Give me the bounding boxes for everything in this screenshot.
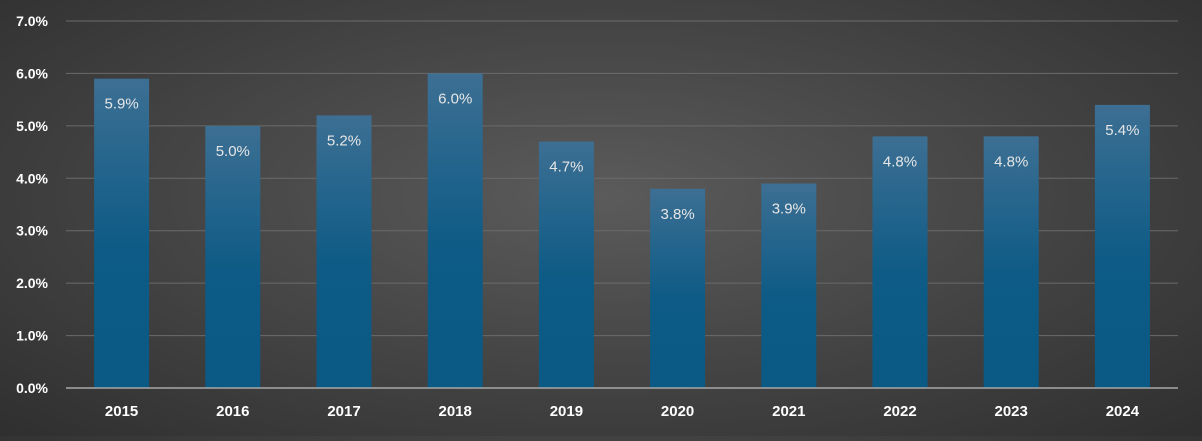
x-tick-label: 2022 [883,403,916,420]
data-label: 5.2% [327,132,361,149]
data-label: 5.0% [216,143,250,160]
x-tick-label: 2020 [661,403,694,420]
bar-2015 [94,78,150,389]
x-tick-label: 2024 [1106,403,1140,420]
bar-2019 [538,141,594,388]
bars [94,73,1150,389]
x-tick-label: 2017 [327,403,360,420]
y-axis-tick-labels: 0.0% 1.0% 2.0% 3.0% 4.0% 5.0% 6.0% 7.0% [16,13,48,396]
bar-2016 [205,125,261,388]
bar-2020 [650,188,706,388]
data-labels: 5.9% 5.0% 5.2% 6.0% 4.7% 3.8% 3.9% 4.8% 4.8% 5.4% [104,90,1139,222]
y-tick-label: 7.0% [16,13,48,29]
bar-2021 [761,183,817,388]
x-axis-tick-labels: 2015 2016 2017 2018 2019 2020 2021 2022 2023 2024 [105,403,1140,420]
x-tick-label: 2018 [439,403,472,420]
data-label: 4.8% [994,153,1028,170]
y-tick-label: 4.0% [16,170,48,186]
bar-2024 [1094,104,1150,388]
y-tick-label: 2.0% [16,275,48,291]
y-tick-label: 1.0% [16,328,48,344]
data-label: 4.7% [549,159,583,176]
bar-2023 [983,136,1039,388]
x-tick-label: 2023 [995,403,1028,420]
x-tick-label: 2015 [105,403,138,420]
x-tick-label: 2016 [216,403,249,420]
data-label: 3.9% [772,201,806,218]
x-tick-label: 2021 [772,403,805,420]
bar-2018 [427,73,483,388]
data-label: 4.8% [883,153,917,170]
y-tick-label: 0.0% [16,380,48,396]
data-label: 3.8% [660,206,694,223]
bar-2017 [316,115,372,388]
data-label: 5.4% [1105,122,1139,139]
data-label: 5.9% [104,96,138,113]
y-tick-label: 3.0% [16,223,48,239]
y-tick-label: 6.0% [16,65,48,81]
bar-2022 [872,136,928,388]
y-tick-label: 5.0% [16,118,48,134]
x-tick-label: 2019 [550,403,583,420]
data-label: 6.0% [438,90,472,107]
